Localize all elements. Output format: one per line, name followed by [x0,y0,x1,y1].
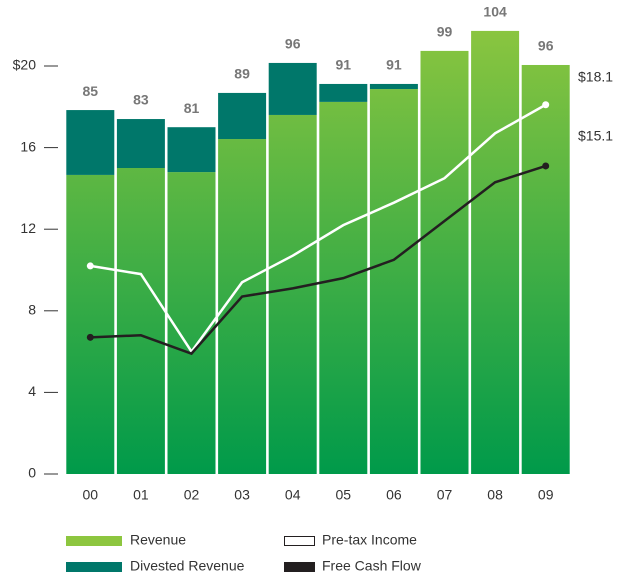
x-tick-label: 03 [234,487,250,503]
bar [268,114,317,475]
bar [420,50,469,475]
legend-swatch [66,562,122,572]
bar [319,101,368,475]
bar [471,30,520,475]
x-tick-label: 07 [437,487,453,503]
total-label: 91 [336,57,352,73]
y-tick-label: 16 [20,138,36,154]
total-label: 91 [386,57,402,73]
data-label: $18.1 [578,68,613,84]
line-point [86,333,94,341]
data-label: $15.1 [578,128,613,144]
bar [218,139,267,475]
y-tick-label: $20 [13,57,37,73]
legend-swatch [284,562,315,572]
line-point [542,162,550,170]
x-tick-label: 08 [487,487,503,503]
bar [319,83,368,102]
x-tick-label: 06 [386,487,402,503]
bar [66,174,115,474]
bar [116,119,165,168]
legend-swatch [66,536,122,546]
bar [521,64,570,474]
legend-swatch [284,536,315,546]
legend-label: Revenue [130,532,186,548]
y-tick-label: 8 [28,302,36,318]
bar [167,127,216,173]
legend-label: Pre-tax Income [322,532,417,548]
line [90,164,547,356]
x-tick-label: 02 [184,487,200,503]
legend-label: Divested Revenue [130,558,245,574]
line-point [86,262,94,270]
legend-label: Free Cash Flow [322,558,422,574]
line [90,103,547,354]
bar [268,62,317,115]
total-label: 89 [234,66,250,82]
bar [369,89,418,474]
total-label: 83 [133,92,149,108]
bar [218,92,267,140]
x-tick-label: 01 [133,487,149,503]
x-tick-label: 05 [336,487,352,503]
total-label: 99 [437,24,453,40]
total-label: 85 [83,83,99,99]
y-tick-label: 12 [20,220,36,236]
total-label: 104 [483,4,507,20]
x-tick-label: 04 [285,487,301,503]
y-tick-label: 0 [28,465,36,481]
total-label: 96 [285,36,301,52]
total-label: 81 [184,100,200,116]
bar [116,168,165,474]
x-tick-label: 09 [538,487,554,503]
y-tick-label: 4 [28,383,36,399]
bar [167,172,216,474]
line-point [542,101,550,109]
total-label: 96 [538,38,554,54]
x-tick-label: 00 [83,487,99,503]
bar [369,83,418,90]
bar [66,110,115,175]
